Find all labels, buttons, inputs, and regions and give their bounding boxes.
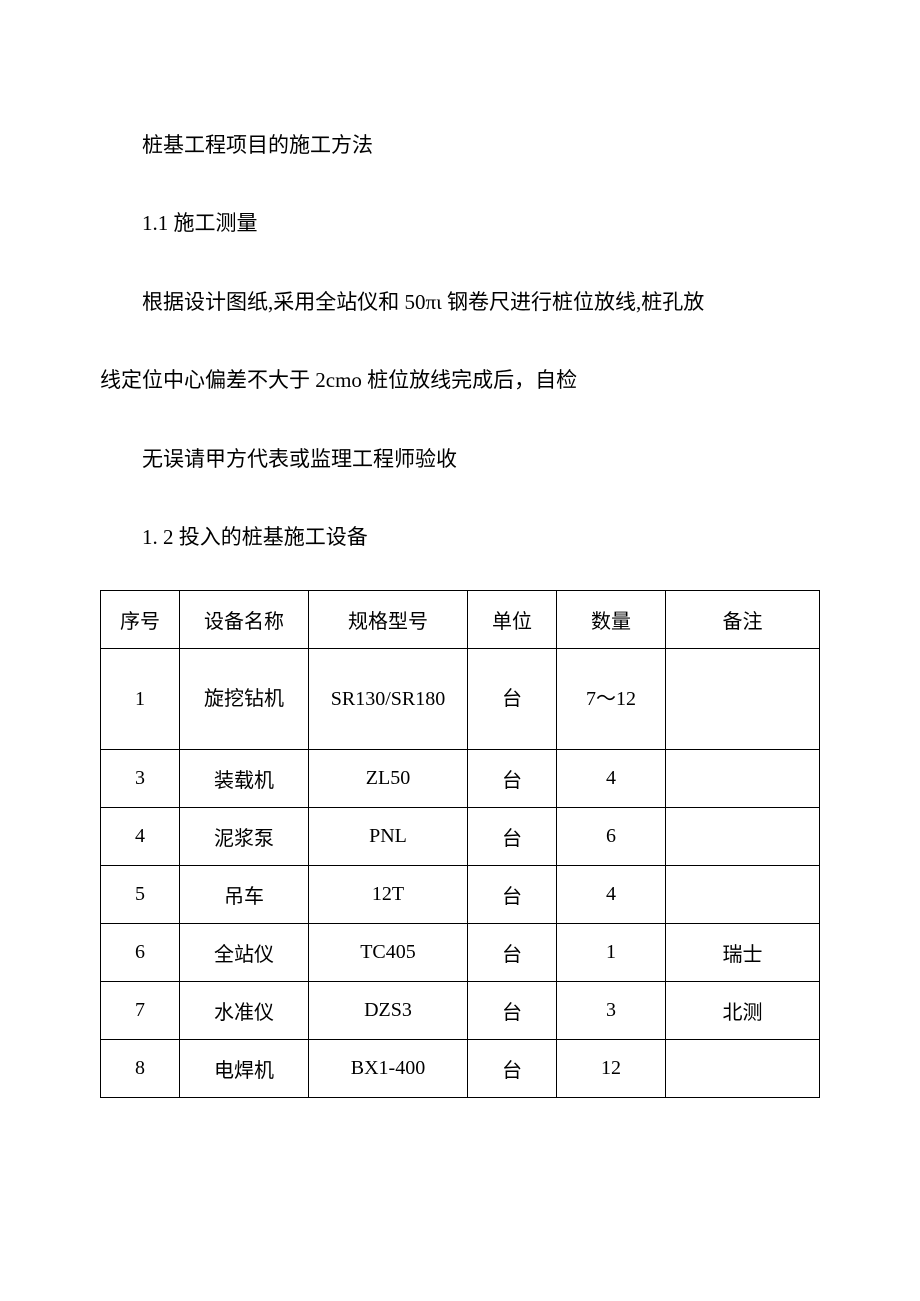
document-page: 桩基工程项目的施工方法 1.1 施工测量 根据设计图纸,采用全站仪和 50πι … — [0, 0, 920, 1098]
cell-unit: 台 — [468, 649, 557, 750]
cell-note — [666, 808, 820, 866]
section1-line2: 线定位中心偏差不大于 2cmo 桩位放线完成后，自检 — [100, 355, 820, 405]
cell-note: 瑞士 — [666, 924, 820, 982]
table-row: 6 全站仪 TC405 台 1 瑞士 — [101, 924, 820, 982]
cell-qty: 7～12 — [557, 649, 666, 750]
cell-note — [666, 866, 820, 924]
cell-unit: 台 — [468, 1040, 557, 1098]
cell-qty: 6 — [557, 808, 666, 866]
cell-name: 旋挖钻机 — [180, 649, 309, 750]
col-header-name: 设备名称 — [180, 591, 309, 649]
cell-qty: 3 — [557, 982, 666, 1040]
cell-seq: 8 — [101, 1040, 180, 1098]
cell-seq: 5 — [101, 866, 180, 924]
cell-spec: ZL50 — [309, 750, 468, 808]
cell-unit: 台 — [468, 750, 557, 808]
table-row: 7 水准仪 DZS3 台 3 北测 — [101, 982, 820, 1040]
cell-name: 电焊机 — [180, 1040, 309, 1098]
col-header-note: 备注 — [666, 591, 820, 649]
cell-unit: 台 — [468, 924, 557, 982]
cell-qty: 4 — [557, 750, 666, 808]
cell-name: 水准仪 — [180, 982, 309, 1040]
col-header-qty: 数量 — [557, 591, 666, 649]
section2-heading: 1. 2 投入的桩基施工设备 — [100, 512, 820, 562]
section1-line3: 无误请甲方代表或监理工程师验收 — [100, 434, 820, 484]
cell-note — [666, 750, 820, 808]
cell-spec: BX1-400 — [309, 1040, 468, 1098]
col-header-spec: 规格型号 — [309, 591, 468, 649]
cell-note — [666, 1040, 820, 1098]
table-row: 3 装载机 ZL50 台 4 — [101, 750, 820, 808]
cell-spec: DZS3 — [309, 982, 468, 1040]
col-header-seq: 序号 — [101, 591, 180, 649]
cell-seq: 3 — [101, 750, 180, 808]
table-row: 8 电焊机 BX1-400 台 12 — [101, 1040, 820, 1098]
table-header-row: 序号 设备名称 规格型号 单位 数量 备注 — [101, 591, 820, 649]
cell-seq: 4 — [101, 808, 180, 866]
table-row: 5 吊车 12T 台 4 — [101, 866, 820, 924]
table-row: 4 泥浆泵 PNL 台 6 — [101, 808, 820, 866]
cell-name: 吊车 — [180, 866, 309, 924]
section1-line1: 根据设计图纸,采用全站仪和 50πι 钢卷尺进行桩位放线,桩孔放 — [100, 277, 820, 327]
cell-name: 全站仪 — [180, 924, 309, 982]
cell-spec: SR130/SR180 — [309, 649, 468, 750]
cell-qty: 4 — [557, 866, 666, 924]
cell-note: 北测 — [666, 982, 820, 1040]
cell-spec: 12T — [309, 866, 468, 924]
equipment-table: 序号 设备名称 规格型号 单位 数量 备注 1 旋挖钻机 SR130/SR180… — [100, 590, 820, 1098]
cell-note — [666, 649, 820, 750]
cell-unit: 台 — [468, 982, 557, 1040]
table-row: 1 旋挖钻机 SR130/SR180 台 7～12 — [101, 649, 820, 750]
cell-name: 装载机 — [180, 750, 309, 808]
cell-qty: 12 — [557, 1040, 666, 1098]
cell-unit: 台 — [468, 866, 557, 924]
cell-name: 泥浆泵 — [180, 808, 309, 866]
cell-spec: TC405 — [309, 924, 468, 982]
cell-qty: 1 — [557, 924, 666, 982]
cell-unit: 台 — [468, 808, 557, 866]
cell-seq: 6 — [101, 924, 180, 982]
cell-seq: 7 — [101, 982, 180, 1040]
section1-heading: 1.1 施工测量 — [100, 198, 820, 248]
cell-spec: PNL — [309, 808, 468, 866]
col-header-unit: 单位 — [468, 591, 557, 649]
cell-seq: 1 — [101, 649, 180, 750]
doc-title: 桩基工程项目的施工方法 — [100, 120, 820, 170]
